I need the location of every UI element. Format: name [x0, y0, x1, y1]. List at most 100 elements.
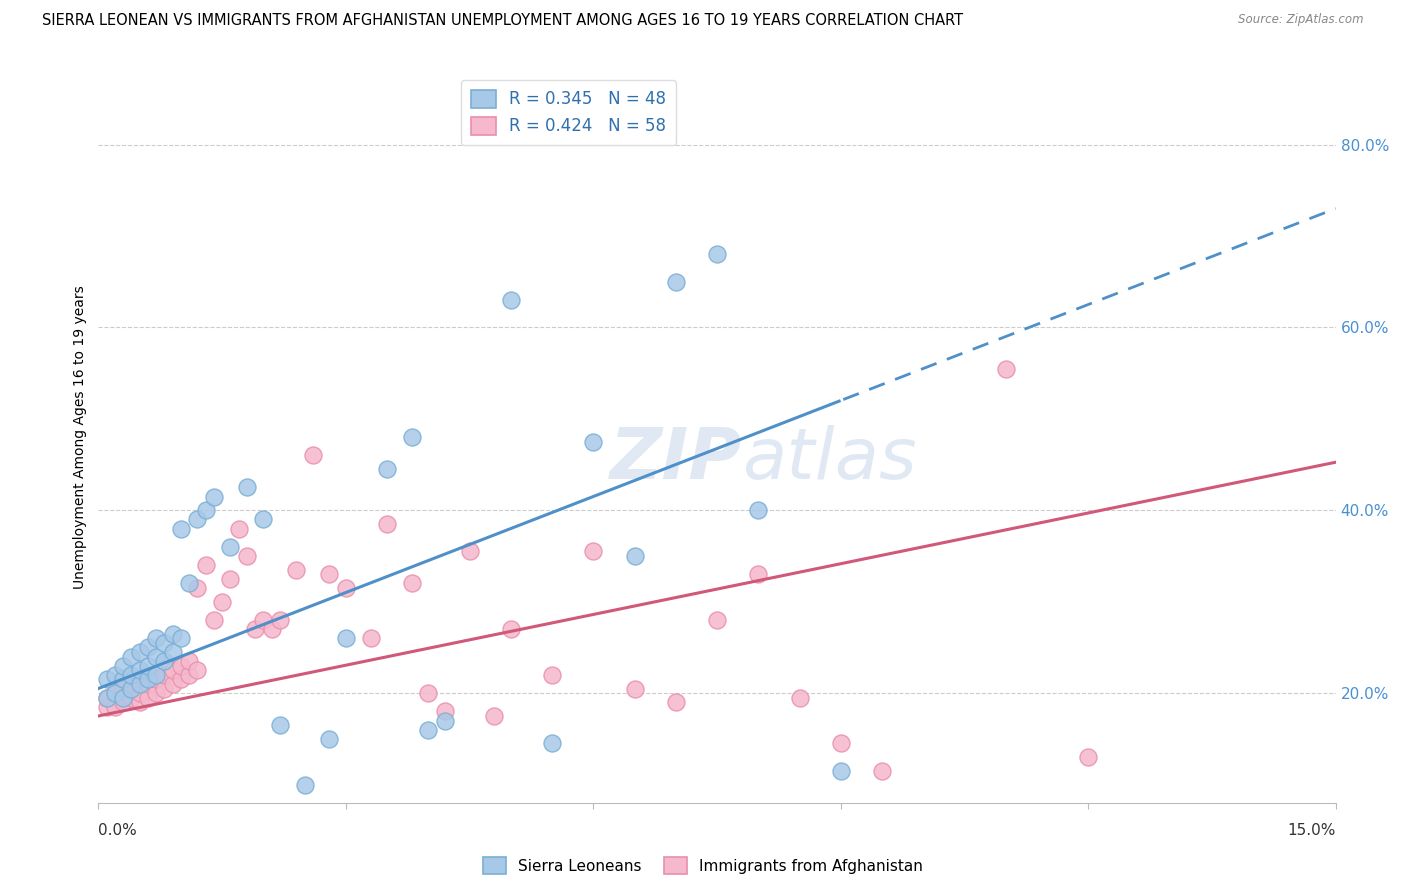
Point	[120, 649, 142, 664]
Point	[418, 723, 440, 737]
Point	[153, 681, 176, 696]
Point	[830, 736, 852, 750]
Point	[162, 645, 184, 659]
Point	[433, 714, 456, 728]
Point	[162, 677, 184, 691]
Point	[145, 649, 167, 664]
Point	[145, 686, 167, 700]
Point	[375, 516, 398, 531]
Point	[194, 503, 217, 517]
Point	[252, 512, 274, 526]
Point	[145, 632, 167, 646]
Point	[145, 667, 167, 681]
Point	[136, 677, 159, 691]
Point	[136, 690, 159, 705]
Point	[665, 275, 688, 289]
Point	[112, 695, 135, 709]
Point	[623, 681, 645, 696]
Text: atlas: atlas	[742, 425, 917, 493]
Point	[202, 490, 225, 504]
Point	[541, 736, 564, 750]
Point	[401, 576, 423, 591]
Point	[269, 613, 291, 627]
Point	[260, 622, 283, 636]
Text: ZIP: ZIP	[610, 425, 742, 493]
Point	[830, 764, 852, 778]
Point	[186, 512, 208, 526]
Text: 15.0%: 15.0%	[1288, 823, 1336, 838]
Legend: Sierra Leoneans, Immigrants from Afghanistan: Sierra Leoneans, Immigrants from Afghani…	[477, 851, 929, 880]
Text: 0.0%: 0.0%	[98, 823, 138, 838]
Point	[170, 632, 193, 646]
Point	[104, 686, 127, 700]
Text: Source: ZipAtlas.com: Source: ZipAtlas.com	[1239, 13, 1364, 27]
Point	[96, 690, 118, 705]
Point	[582, 544, 605, 558]
Point	[318, 731, 340, 746]
Point	[243, 622, 266, 636]
Y-axis label: Unemployment Among Ages 16 to 19 years: Unemployment Among Ages 16 to 19 years	[73, 285, 87, 589]
Point	[162, 626, 184, 640]
Point	[136, 640, 159, 655]
Point	[375, 462, 398, 476]
Text: SIERRA LEONEAN VS IMMIGRANTS FROM AFGHANISTAN UNEMPLOYMENT AMONG AGES 16 TO 19 Y: SIERRA LEONEAN VS IMMIGRANTS FROM AFGHAN…	[42, 13, 963, 29]
Point	[128, 673, 150, 687]
Point	[120, 677, 142, 691]
Point	[104, 699, 127, 714]
Point	[179, 667, 201, 681]
Point	[236, 480, 259, 494]
Point	[433, 705, 456, 719]
Point	[96, 690, 118, 705]
Point	[747, 503, 769, 517]
Point	[318, 567, 340, 582]
Point	[219, 540, 242, 554]
Point	[302, 448, 325, 462]
Point	[211, 594, 233, 608]
Point	[96, 673, 118, 687]
Point	[153, 636, 176, 650]
Point	[360, 632, 382, 646]
Point	[112, 673, 135, 687]
Point	[162, 663, 184, 677]
Point	[186, 663, 208, 677]
Point	[401, 430, 423, 444]
Point	[499, 293, 522, 307]
Legend: R = 0.345   N = 48, R = 0.424   N = 58: R = 0.345 N = 48, R = 0.424 N = 58	[461, 79, 676, 145]
Point	[153, 667, 176, 681]
Point	[120, 667, 142, 681]
Point	[623, 549, 645, 563]
Point	[582, 434, 605, 449]
Point	[170, 673, 193, 687]
Point	[219, 572, 242, 586]
Point	[170, 521, 193, 535]
Point	[541, 667, 564, 681]
Point	[458, 544, 481, 558]
Point	[252, 613, 274, 627]
Point	[294, 777, 316, 792]
Point	[179, 576, 201, 591]
Point	[228, 521, 250, 535]
Point	[747, 567, 769, 582]
Point	[112, 681, 135, 696]
Point	[128, 686, 150, 700]
Point	[706, 247, 728, 261]
Point	[194, 558, 217, 573]
Point	[96, 699, 118, 714]
Point	[335, 581, 357, 595]
Point	[870, 764, 893, 778]
Point	[136, 658, 159, 673]
Point	[418, 686, 440, 700]
Point	[120, 690, 142, 705]
Point	[179, 654, 201, 668]
Point	[789, 690, 811, 705]
Point	[120, 681, 142, 696]
Point	[1077, 750, 1099, 764]
Point	[153, 654, 176, 668]
Point	[186, 581, 208, 595]
Point	[128, 695, 150, 709]
Point	[128, 663, 150, 677]
Point	[112, 690, 135, 705]
Point	[104, 686, 127, 700]
Point	[484, 709, 506, 723]
Point	[128, 645, 150, 659]
